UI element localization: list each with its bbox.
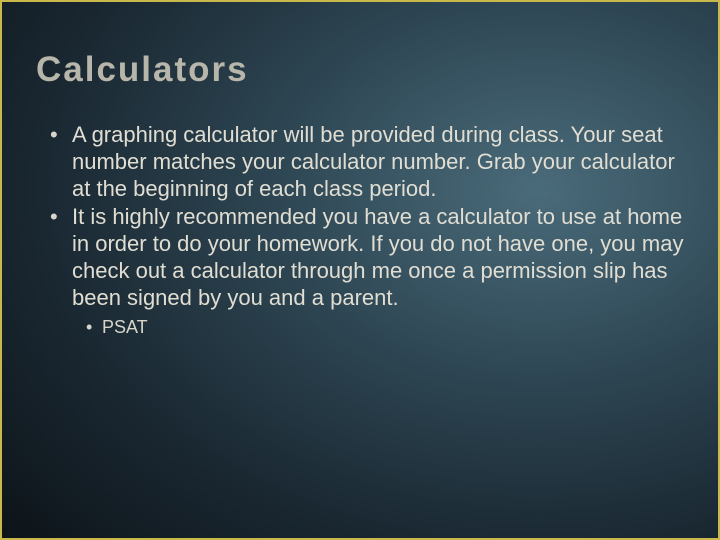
bullet-text: It is highly recommended you have a calc… <box>72 204 683 309</box>
bullet-item: It is highly recommended you have a calc… <box>44 204 684 339</box>
slide-container: Calculators A graphing calculator will b… <box>0 0 720 540</box>
slide-title: Calculators <box>36 50 684 90</box>
bullet-list: A graphing calculator will be provided d… <box>36 122 684 339</box>
sub-bullet-item: PSAT <box>80 316 684 339</box>
bullet-item: A graphing calculator will be provided d… <box>44 122 684 202</box>
sub-bullet-list: PSAT <box>72 316 684 339</box>
